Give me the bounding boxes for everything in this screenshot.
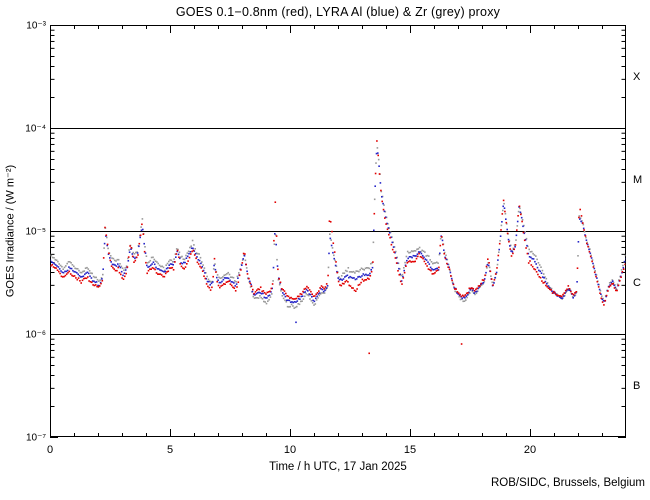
x-tick-labels: 0 5 10 15 20	[47, 444, 536, 456]
svg-text:20: 20	[524, 444, 536, 456]
svg-text:C: C	[633, 277, 641, 289]
series-dots-lyra-zr-proxy	[50, 147, 626, 309]
svg-text:X: X	[633, 71, 641, 83]
svg-text:10⁻⁵: 10⁻⁵	[25, 227, 46, 238]
series-dots-goes-0-1-0-8nm	[50, 140, 626, 306]
flare-class-labels: X M C B	[633, 71, 642, 392]
svg-text:10⁻⁷: 10⁻⁷	[26, 433, 46, 444]
svg-text:10⁻⁶: 10⁻⁶	[25, 330, 46, 341]
plot-frame	[50, 25, 626, 437]
svg-text:0: 0	[47, 444, 53, 456]
svg-text:5: 5	[167, 444, 173, 456]
credit-text: ROB/SIDC, Brussels, Belgium	[490, 477, 645, 489]
y-tick-labels: 10⁻³ 10⁻⁴ 10⁻⁵ 10⁻⁶ 10⁻⁷	[25, 21, 46, 444]
svg-text:10: 10	[284, 444, 296, 456]
series-dots-lyra-al-proxy	[50, 152, 626, 304]
x-axis-label: Time / h UTC, 17 Jan 2025	[269, 461, 407, 473]
svg-text:15: 15	[404, 444, 416, 456]
chart-title: GOES 0.1−0.8nm (red), LYRA Al (blue) & Z…	[175, 5, 501, 19]
svg-text:M: M	[633, 174, 642, 186]
stray-dots	[295, 321, 463, 355]
svg-text:10⁻⁴: 10⁻⁴	[25, 124, 46, 135]
svg-text:B: B	[633, 380, 640, 392]
svg-text:10⁻³: 10⁻³	[26, 21, 46, 32]
class-boundary-lines	[50, 128, 626, 335]
